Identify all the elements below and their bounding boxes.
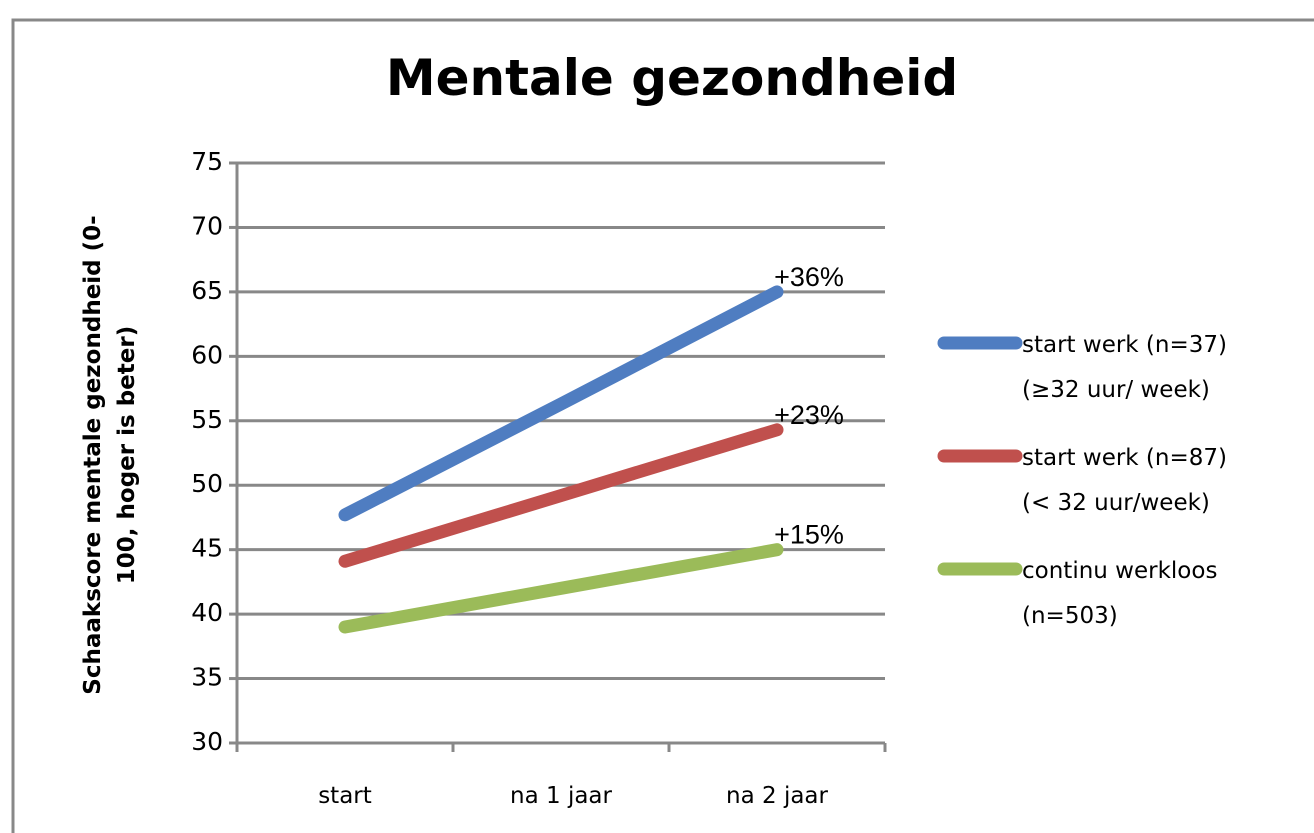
y-tick-label: 45 <box>191 534 223 563</box>
series-line <box>338 543 784 634</box>
legend-label: start werk (n=87) (< 32 uur/week) <box>1022 445 1227 516</box>
y-tick-label: 75 <box>191 147 223 176</box>
series-line <box>338 423 784 568</box>
y-tick-label: 35 <box>191 663 223 692</box>
y-axis-label: Schaakscore mentale gezondheid (0- 100, h… <box>80 215 140 694</box>
y-tick-label: 65 <box>191 276 223 305</box>
y-tick-label: 55 <box>191 405 223 434</box>
y-tick-label: 40 <box>191 598 223 627</box>
x-tick-label: na 2 jaar <box>726 783 829 809</box>
legend-label: start werk (n=37) (≥32 uur/ week) <box>1022 332 1227 403</box>
annotation: +36% <box>774 262 844 292</box>
x-tick-label: start <box>318 783 372 809</box>
chart-title: Mentale gezondheid <box>386 49 958 107</box>
y-tick-label: 70 <box>191 211 223 240</box>
y-tick-label: 60 <box>191 340 223 369</box>
y-tick-label: 50 <box>191 469 223 498</box>
y-tick-label: 30 <box>191 727 223 756</box>
series-line <box>338 285 784 522</box>
chart-frame <box>11 18 1314 833</box>
x-tick-label: na 1 jaar <box>510 783 613 809</box>
annotation: +23% <box>774 400 844 430</box>
annotation: +15% <box>774 520 844 550</box>
legend-label: continu werkloos (n=503) <box>1022 558 1217 629</box>
